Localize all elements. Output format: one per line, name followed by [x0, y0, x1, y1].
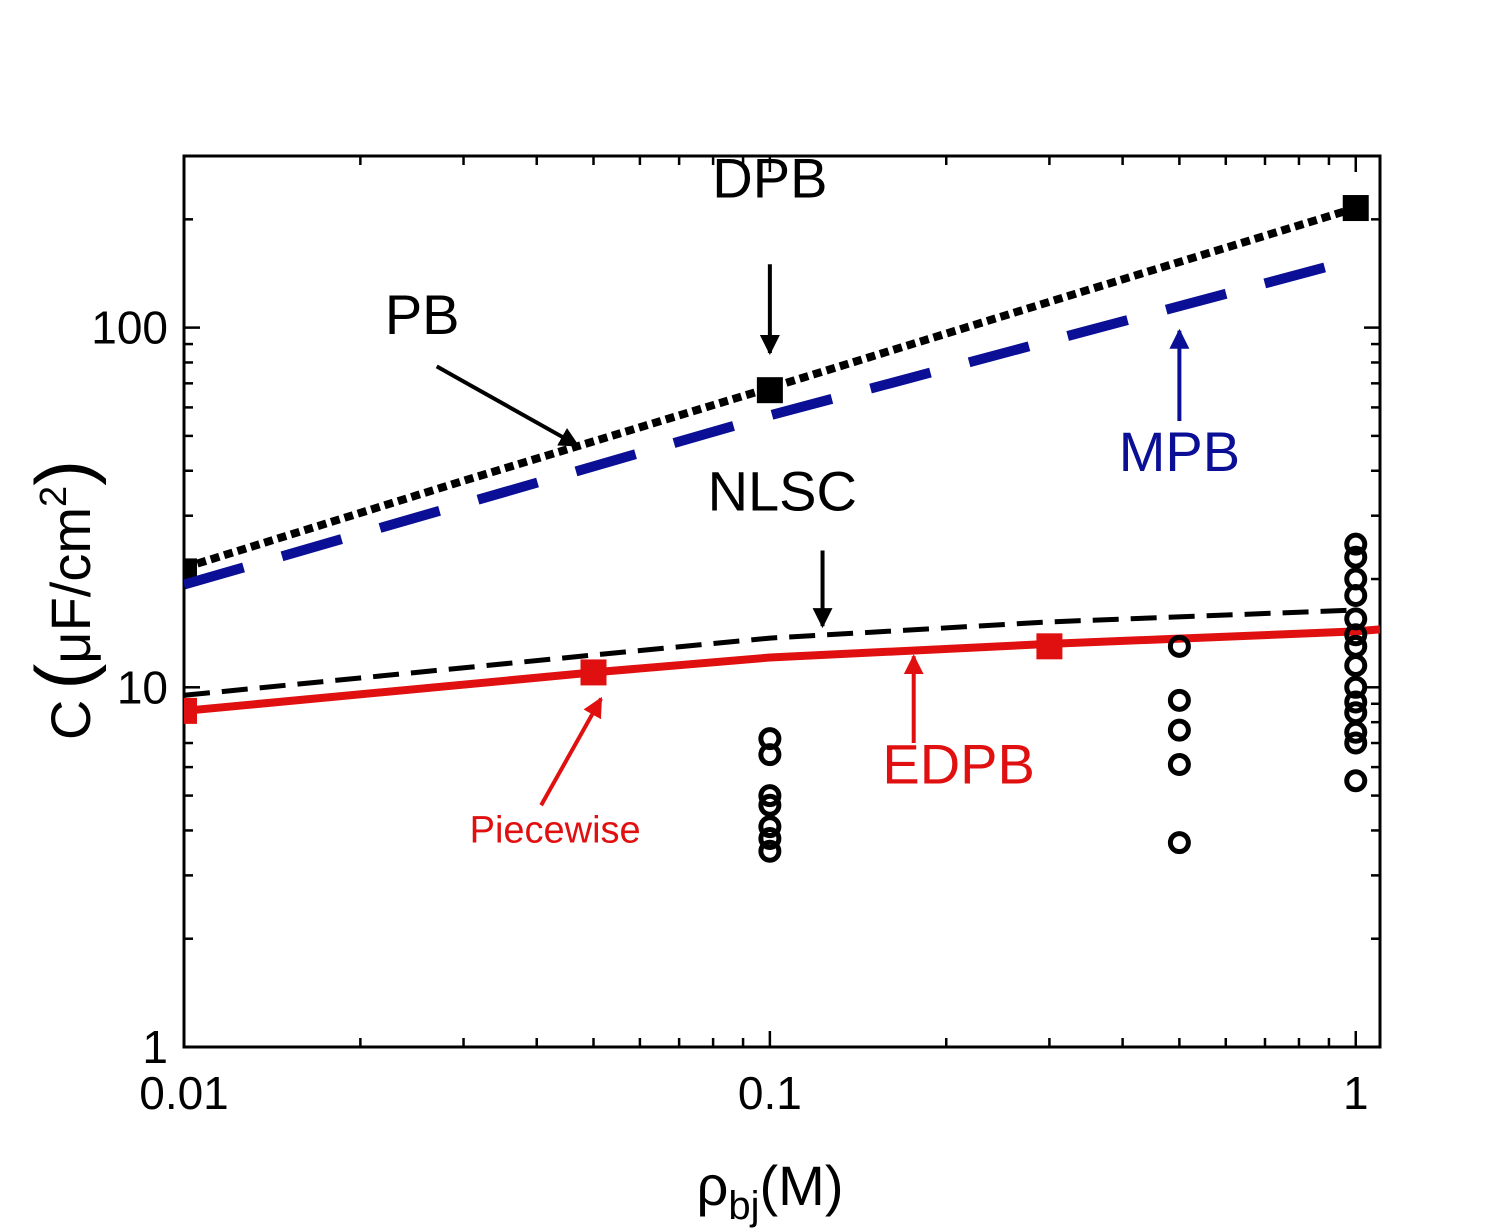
x-axis-unit: (M) — [760, 1154, 844, 1217]
y-tick-label: 1 — [142, 1021, 168, 1073]
x-axis-symbol: ρ — [697, 1154, 729, 1217]
marker-simulation-point — [1344, 532, 1368, 556]
series-layer — [184, 195, 1380, 863]
series-nlsc-line — [184, 607, 1356, 698]
marker-simulation-point — [1344, 623, 1368, 647]
annotations: DPB PB MPB NLSC EDPB Piecewise — [385, 147, 1240, 852]
marker-simulation-point — [1167, 718, 1191, 742]
label-pb: PB — [385, 283, 460, 346]
y-axis-title: C (μF/cm2) — [19, 460, 107, 740]
y-axis-superscript: 2 — [33, 486, 75, 507]
label-edpb: EDPB — [882, 733, 1035, 796]
x-axis-title: ρbj(M) — [697, 1154, 844, 1228]
marker-dpb — [756, 377, 783, 404]
label-nlsc: NLSC — [708, 460, 857, 523]
marker-simulation-point — [1167, 753, 1191, 777]
axes: 0.01 0.1 1 1 10 100 — [91, 154, 1382, 1119]
series-pb-line — [184, 204, 1357, 572]
marker-simulation-point — [758, 815, 782, 839]
y-axis-close-paren: ) — [19, 460, 107, 486]
marker-simulation-point — [1344, 675, 1368, 699]
marker-simulation-point — [1344, 731, 1368, 755]
marker-simulation-point — [758, 826, 782, 850]
marker-simulation-point — [1167, 688, 1191, 712]
marker-dpb — [1342, 195, 1369, 222]
arrow-piecewise — [539, 696, 603, 807]
y-tick-label: 10 — [117, 661, 168, 713]
marker-simulation-point — [758, 793, 782, 817]
marker-simulation-point — [1344, 690, 1368, 714]
marker-simulation-point — [1167, 831, 1191, 855]
marker-simulation-point — [1344, 769, 1368, 793]
marker-simulation-point — [1344, 545, 1368, 569]
marker-simulation-point — [758, 784, 782, 808]
marker-simulation-point — [1344, 634, 1368, 658]
marker-piecewise — [184, 697, 197, 724]
marker-simulation-point — [1344, 720, 1368, 744]
label-piecewise: Piecewise — [470, 810, 641, 852]
series-edpb-line — [184, 625, 1380, 715]
y-axis-symbol: C — [39, 700, 102, 740]
x-tick-label: 0.01 — [139, 1067, 229, 1119]
marker-simulation-point — [1167, 634, 1191, 658]
marker-piecewise — [1036, 633, 1063, 660]
marker-simulation-point — [1344, 653, 1368, 677]
arrow-pb — [435, 364, 580, 448]
y-axis-unit: μF/cm — [39, 507, 102, 664]
label-mpb: MPB — [1119, 420, 1240, 483]
x-axis-subscript: bj — [728, 1184, 759, 1228]
x-tick-label: 1 — [1343, 1067, 1369, 1119]
y-axis-open-paren: ( — [19, 664, 107, 690]
plot-frame — [182, 154, 1382, 1049]
marker-simulation-point — [758, 839, 782, 863]
label-dpb: DPB — [712, 147, 827, 210]
marker-piecewise — [580, 659, 607, 686]
marker-simulation-point — [1344, 583, 1368, 607]
y-tick-label: 100 — [91, 302, 168, 354]
marker-simulation-point — [758, 743, 782, 767]
x-tick-label: 0.1 — [738, 1067, 802, 1119]
